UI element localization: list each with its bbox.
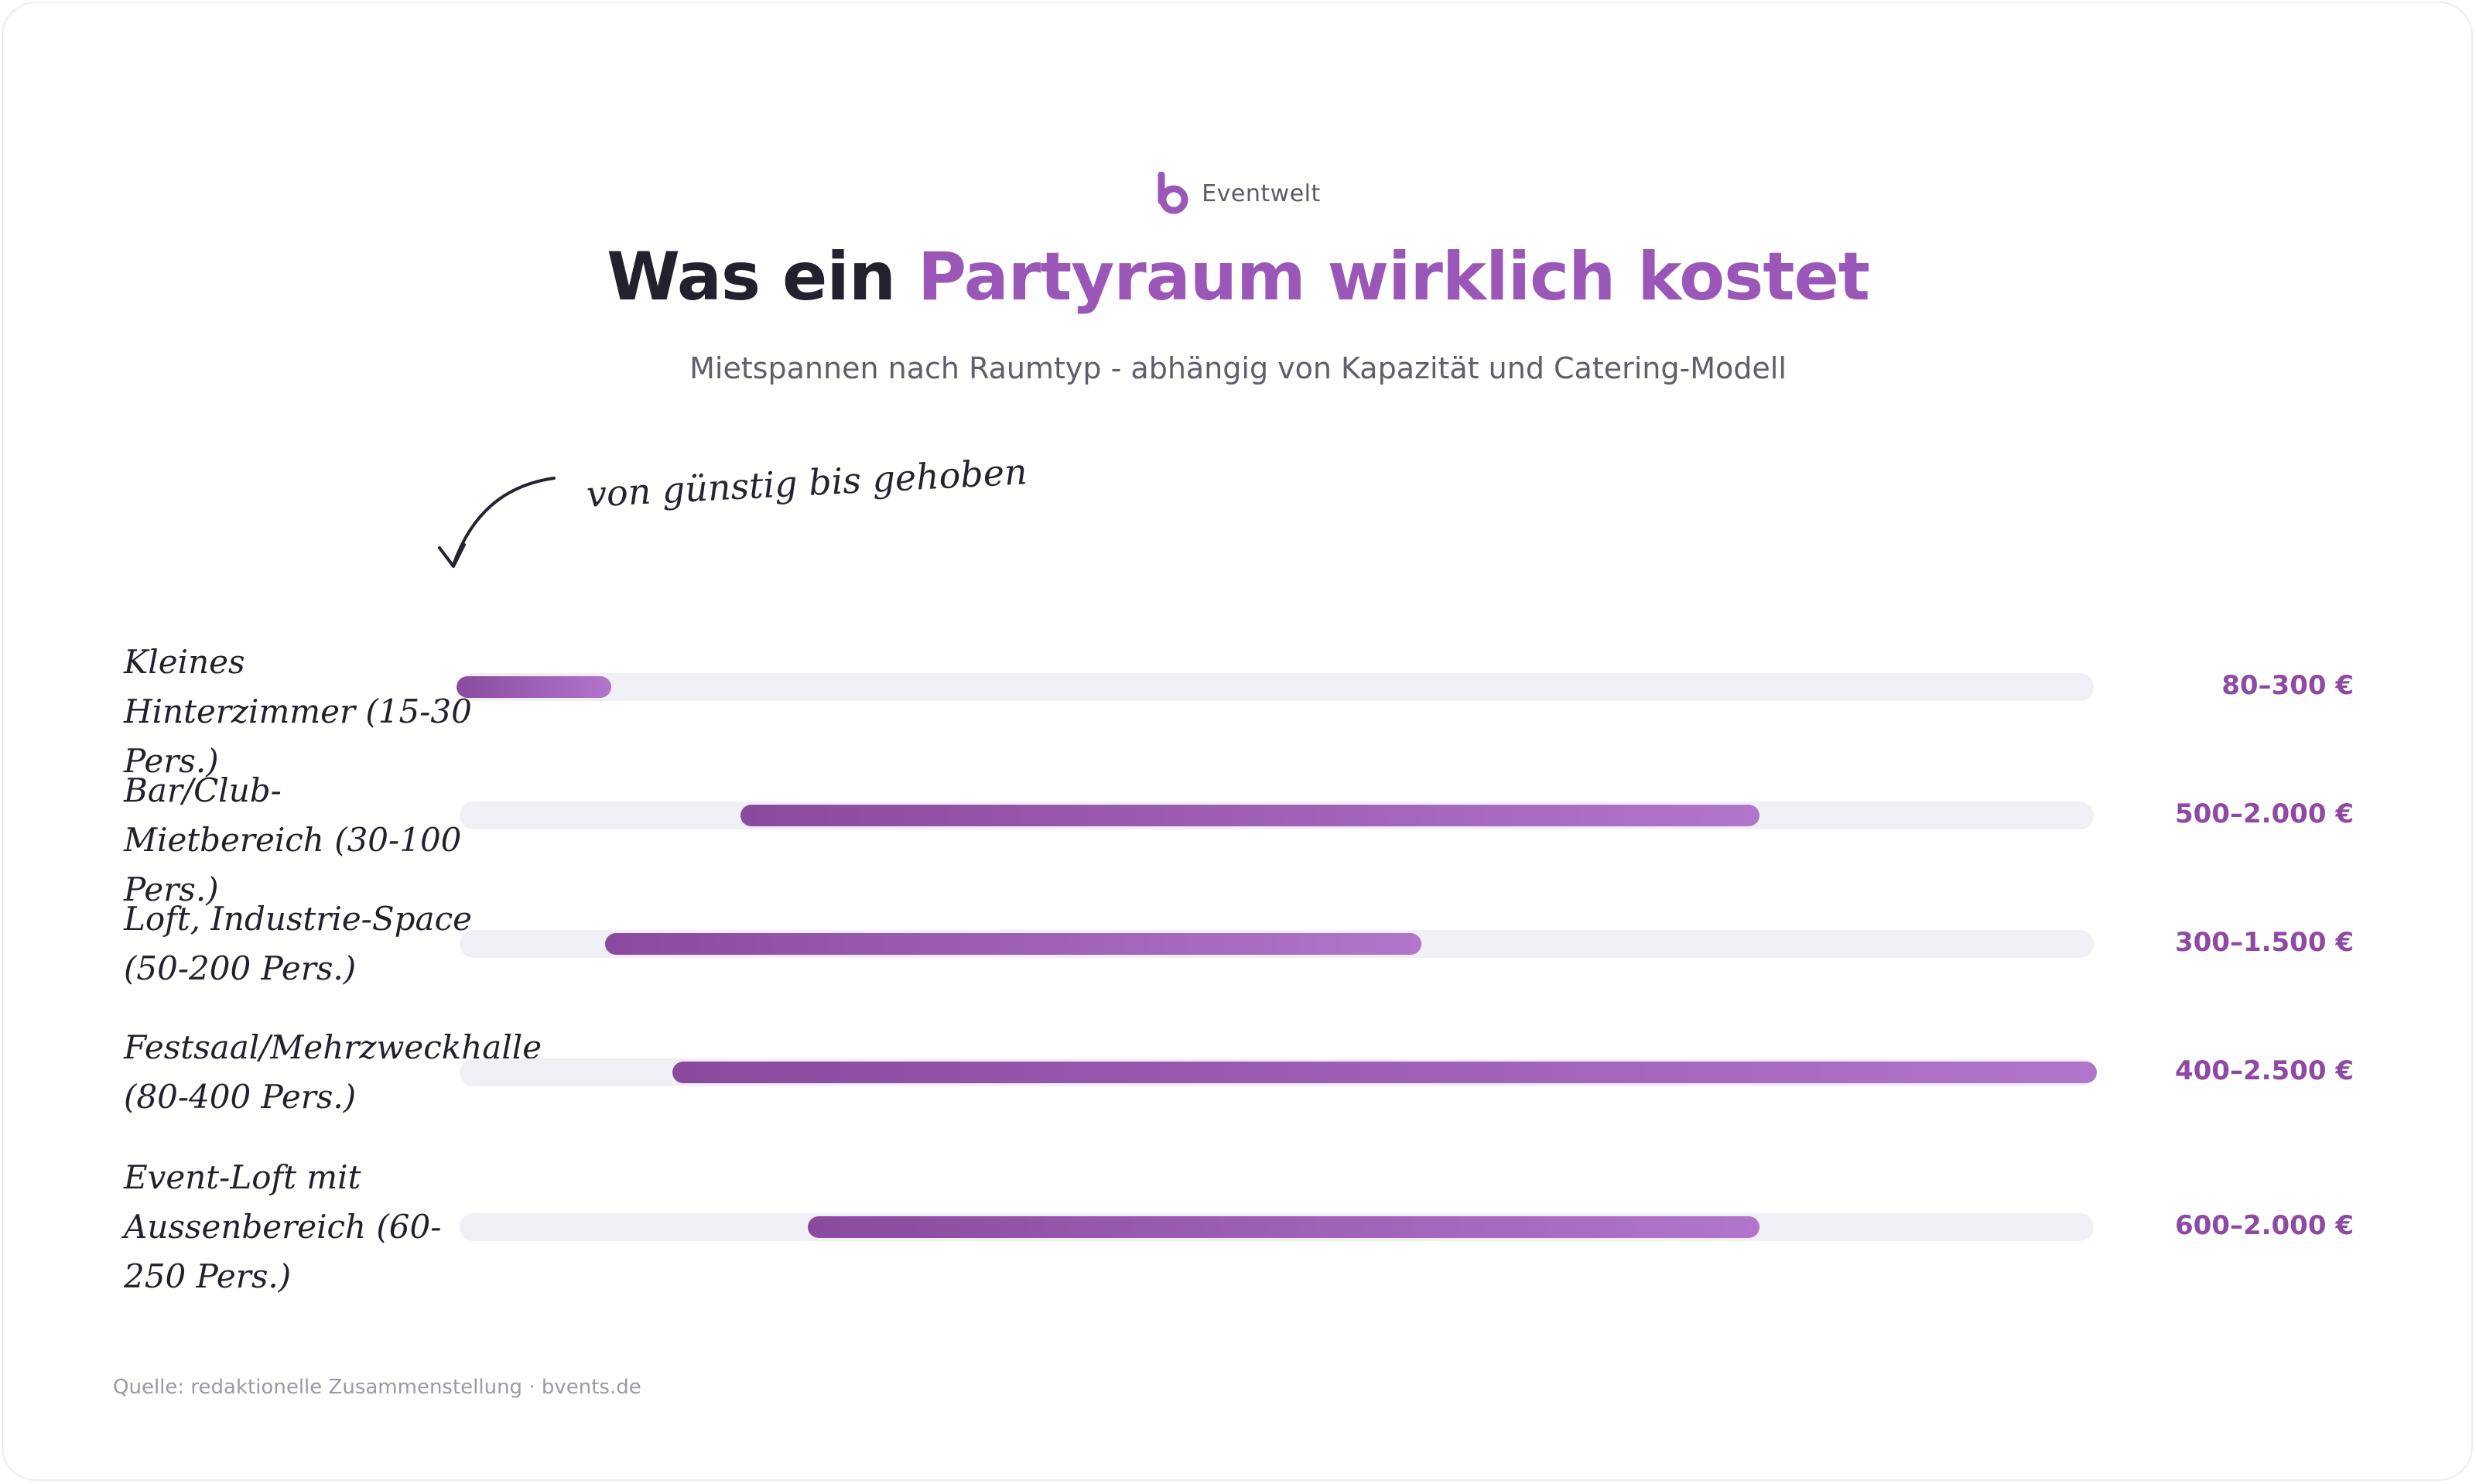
range-value-label: 80–300 € xyxy=(2221,670,2354,701)
category-label: Loft, Industrie-Space (50-200 Pers.) xyxy=(124,900,472,987)
range-bar xyxy=(457,676,611,698)
range-value-label: 400–2.500 € xyxy=(2174,1055,2354,1086)
category-label: Event-Loft mit Aussenbereich (60-250 Per… xyxy=(124,1158,442,1295)
range-value-label: 600–2.000 € xyxy=(2174,1210,2354,1241)
category-label: Kleines Hinterzimmer (15-30 Pers.) xyxy=(124,643,472,780)
page-subtitle: Mietspannen nach Raumtyp - abhängig von … xyxy=(689,351,1787,385)
range-bar xyxy=(672,1062,2097,1083)
category-label: Festsaal/Mehrzweckhalle (80-400 Pers.) xyxy=(124,1028,542,1116)
range-value-label: 300–1.500 € xyxy=(2174,927,2354,958)
range-bar xyxy=(740,805,1760,826)
brand: Eventwelt xyxy=(0,170,2476,217)
curved-arrow-icon xyxy=(438,477,556,568)
title-main: Was ein xyxy=(607,238,918,316)
range-bar xyxy=(605,933,1422,955)
category-label: Bar/Club-Mietbereich (30-100 Pers.) xyxy=(124,771,462,908)
source-note: Quelle: redaktionelle Zusammenstellung ·… xyxy=(113,1376,641,1399)
page-title: Was ein Partyraum wirklich kostet xyxy=(0,238,2476,316)
b-logo-icon xyxy=(1158,172,1188,214)
bar-track xyxy=(460,673,2094,701)
range-value-label: 500–2.000 € xyxy=(2174,798,2354,829)
brand-name: Eventwelt xyxy=(1202,180,1321,207)
range-bar xyxy=(807,1216,1760,1238)
title-accent: Partyraum wirklich kostet xyxy=(918,238,1870,316)
